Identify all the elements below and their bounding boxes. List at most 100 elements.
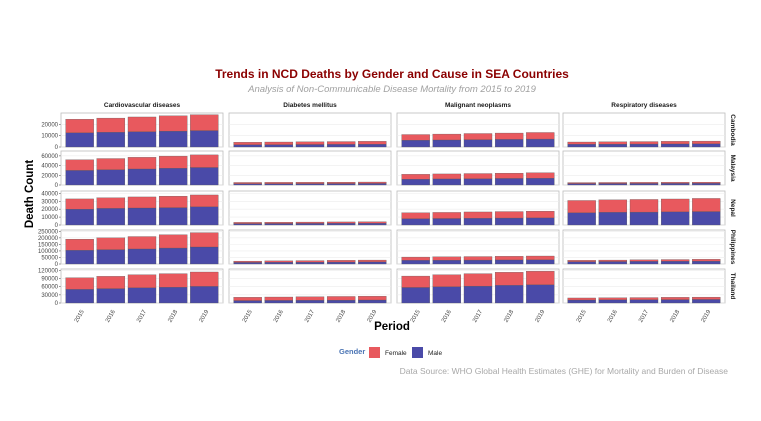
- bar-male-malaysia-diabetes-mellitus-2017: [295, 183, 325, 186]
- bar-male-thailand-malignant-neoplasms-2016: [432, 286, 462, 304]
- bar-female-malaysia-malignant-neoplasms-2017: [463, 173, 493, 179]
- bar-female-nepal-respiratory-diseases-2019: [692, 198, 721, 212]
- bar-male-thailand-respiratory-diseases-2016: [598, 299, 628, 304]
- bar-male-malaysia-diabetes-mellitus-2016: [264, 183, 294, 186]
- chart-title: Trends in NCD Deaths by Gender and Cause…: [215, 67, 569, 81]
- bar-female-malaysia-respiratory-diseases-2018: [660, 182, 690, 184]
- bar-male-thailand-malignant-neoplasms-2015: [401, 287, 430, 304]
- bar-male-philippines-respiratory-diseases-2016: [598, 261, 628, 265]
- strip-philippines: [728, 230, 739, 264]
- strip-label-malaysia: Malaysia: [729, 154, 736, 181]
- bar-male-nepal-diabetes-mellitus-2015: [233, 223, 262, 226]
- bar-female-nepal-respiratory-diseases-2018: [660, 198, 690, 213]
- bar-female-thailand-malignant-neoplasms-2016: [432, 274, 462, 287]
- strip-label-philippines: Philippines: [729, 230, 736, 265]
- bar-female-malaysia-diabetes-mellitus-2015: [233, 182, 262, 184]
- bar-female-cambodia-diabetes-mellitus-2015: [233, 142, 262, 145]
- x-axis-label: Period: [374, 321, 410, 333]
- bar-female-nepal-respiratory-diseases-2015: [567, 200, 596, 213]
- bar-male-malaysia-respiratory-diseases-2017: [629, 183, 659, 186]
- bar-male-cambodia-malignant-neoplasms-2017: [463, 139, 493, 148]
- y-tick-label-nepal: 10000: [41, 215, 58, 221]
- bar-male-malaysia-respiratory-diseases-2019: [692, 183, 721, 186]
- bar-female-philippines-respiratory-diseases-2015: [567, 260, 596, 262]
- bar-male-philippines-malignant-neoplasms-2016: [432, 260, 462, 265]
- strip-label-cambodia: Cambodia: [729, 114, 736, 146]
- bar-female-cambodia-diabetes-mellitus-2017: [295, 141, 325, 145]
- bar-male-thailand-malignant-neoplasms-2019: [526, 284, 555, 304]
- bar-male-thailand-diabetes-mellitus-2019: [358, 299, 387, 304]
- bar-male-nepal-malignant-neoplasms-2015: [401, 218, 430, 226]
- bar-female-philippines-malignant-neoplasms-2018: [494, 256, 524, 261]
- bar-male-nepal-malignant-neoplasms-2016: [432, 218, 462, 226]
- bar-male-philippines-malignant-neoplasms-2018: [494, 259, 524, 265]
- bar-male-cambodia-cardiovascular-diseases-2015: [65, 132, 94, 148]
- y-tick-label-philippines: 200000: [38, 236, 59, 242]
- bar-female-cambodia-respiratory-diseases-2015: [567, 141, 596, 145]
- y-tick-label-thailand: 120000: [38, 268, 59, 274]
- y-tick-label-philippines: 100000: [38, 249, 59, 255]
- bar-female-cambodia-diabetes-mellitus-2019: [358, 141, 387, 145]
- bar-male-cambodia-diabetes-mellitus-2016: [264, 144, 294, 148]
- bar-male-philippines-cardiovascular-diseases-2018: [158, 247, 188, 265]
- bar-female-thailand-malignant-neoplasms-2019: [526, 271, 555, 285]
- bar-female-philippines-malignant-neoplasms-2017: [463, 256, 493, 261]
- bar-female-philippines-cardiovascular-diseases-2016: [96, 237, 126, 250]
- bar-female-thailand-respiratory-diseases-2015: [567, 297, 596, 301]
- bar-female-malaysia-cardiovascular-diseases-2018: [158, 155, 188, 169]
- bar-female-nepal-malignant-neoplasms-2019: [526, 211, 555, 219]
- y-tick-label-nepal: 30000: [41, 199, 58, 205]
- y-tick-label-philippines: 50000: [41, 255, 58, 261]
- bar-male-thailand-cardiovascular-diseases-2015: [65, 289, 94, 304]
- y-tick-label-malaysia: 0: [55, 183, 59, 189]
- strip-malignant-neoplasms: [397, 98, 559, 112]
- bar-male-nepal-diabetes-mellitus-2018: [326, 223, 356, 226]
- panel-nepal-diabetes-mellitus: [228, 190, 392, 226]
- strip-label-respiratory-diseases: Respiratory diseases: [611, 102, 677, 109]
- strip-label-diabetes-mellitus: Diabetes mellitus: [283, 102, 337, 109]
- bar-female-malaysia-respiratory-diseases-2016: [598, 182, 628, 184]
- strip-label-nepal: Nepal: [729, 199, 736, 217]
- bar-female-nepal-malignant-neoplasms-2015: [401, 212, 430, 219]
- bar-male-nepal-cardiovascular-diseases-2017: [127, 207, 157, 226]
- bar-male-cambodia-diabetes-mellitus-2018: [326, 144, 356, 148]
- bar-male-thailand-malignant-neoplasms-2018: [494, 285, 524, 304]
- bar-female-nepal-diabetes-mellitus-2017: [295, 221, 325, 224]
- bar-male-nepal-diabetes-mellitus-2016: [264, 223, 294, 226]
- y-tick-label-philippines: 250000: [38, 229, 59, 235]
- bar-male-philippines-respiratory-diseases-2018: [660, 261, 690, 265]
- bar-female-cambodia-cardiovascular-diseases-2018: [158, 115, 188, 132]
- panel-philippines-respiratory-diseases: [562, 229, 726, 265]
- bar-male-thailand-cardiovascular-diseases-2019: [190, 286, 219, 304]
- bar-male-nepal-diabetes-mellitus-2017: [295, 223, 325, 226]
- strip-cambodia: [728, 113, 739, 147]
- chart-subtitle: Analysis of Non-Communicable Disease Mor…: [247, 84, 536, 95]
- bar-male-nepal-respiratory-diseases-2017: [629, 211, 659, 226]
- bar-female-nepal-diabetes-mellitus-2018: [326, 221, 356, 224]
- strip-label-malignant-neoplasms: Malignant neoplasms: [445, 102, 511, 109]
- y-tick-label-philippines: 0: [55, 262, 59, 268]
- bar-female-cambodia-cardiovascular-diseases-2016: [96, 117, 126, 133]
- bar-female-philippines-malignant-neoplasms-2019: [526, 255, 555, 260]
- bar-male-malaysia-respiratory-diseases-2018: [660, 183, 690, 186]
- bar-female-philippines-respiratory-diseases-2019: [692, 259, 721, 262]
- bar-male-cambodia-cardiovascular-diseases-2018: [158, 130, 188, 148]
- bar-male-thailand-cardiovascular-diseases-2016: [96, 288, 126, 304]
- bar-male-thailand-diabetes-mellitus-2016: [264, 300, 294, 304]
- y-tick-label-thailand: 0: [55, 301, 59, 307]
- strip-label-cardiovascular-diseases: Cardiovascular diseases: [104, 102, 181, 109]
- bar-female-cambodia-malignant-neoplasms-2015: [401, 134, 430, 141]
- bar-female-philippines-respiratory-diseases-2016: [598, 259, 628, 262]
- bar-male-thailand-respiratory-diseases-2015: [567, 299, 596, 304]
- bar-male-cambodia-respiratory-diseases-2019: [692, 143, 721, 148]
- strip-nepal: [728, 191, 739, 225]
- bar-male-cambodia-respiratory-diseases-2016: [598, 144, 628, 148]
- bar-female-philippines-diabetes-mellitus-2016: [264, 260, 294, 263]
- bar-female-malaysia-cardiovascular-diseases-2019: [190, 154, 219, 168]
- bar-male-cambodia-malignant-neoplasms-2015: [401, 140, 430, 148]
- bar-female-nepal-cardiovascular-diseases-2017: [127, 196, 157, 209]
- y-tick-label-malaysia: 60000: [41, 154, 58, 160]
- bar-male-philippines-malignant-neoplasms-2015: [401, 260, 430, 265]
- bar-female-nepal-respiratory-diseases-2016: [598, 199, 628, 213]
- bar-male-nepal-respiratory-diseases-2019: [692, 211, 721, 226]
